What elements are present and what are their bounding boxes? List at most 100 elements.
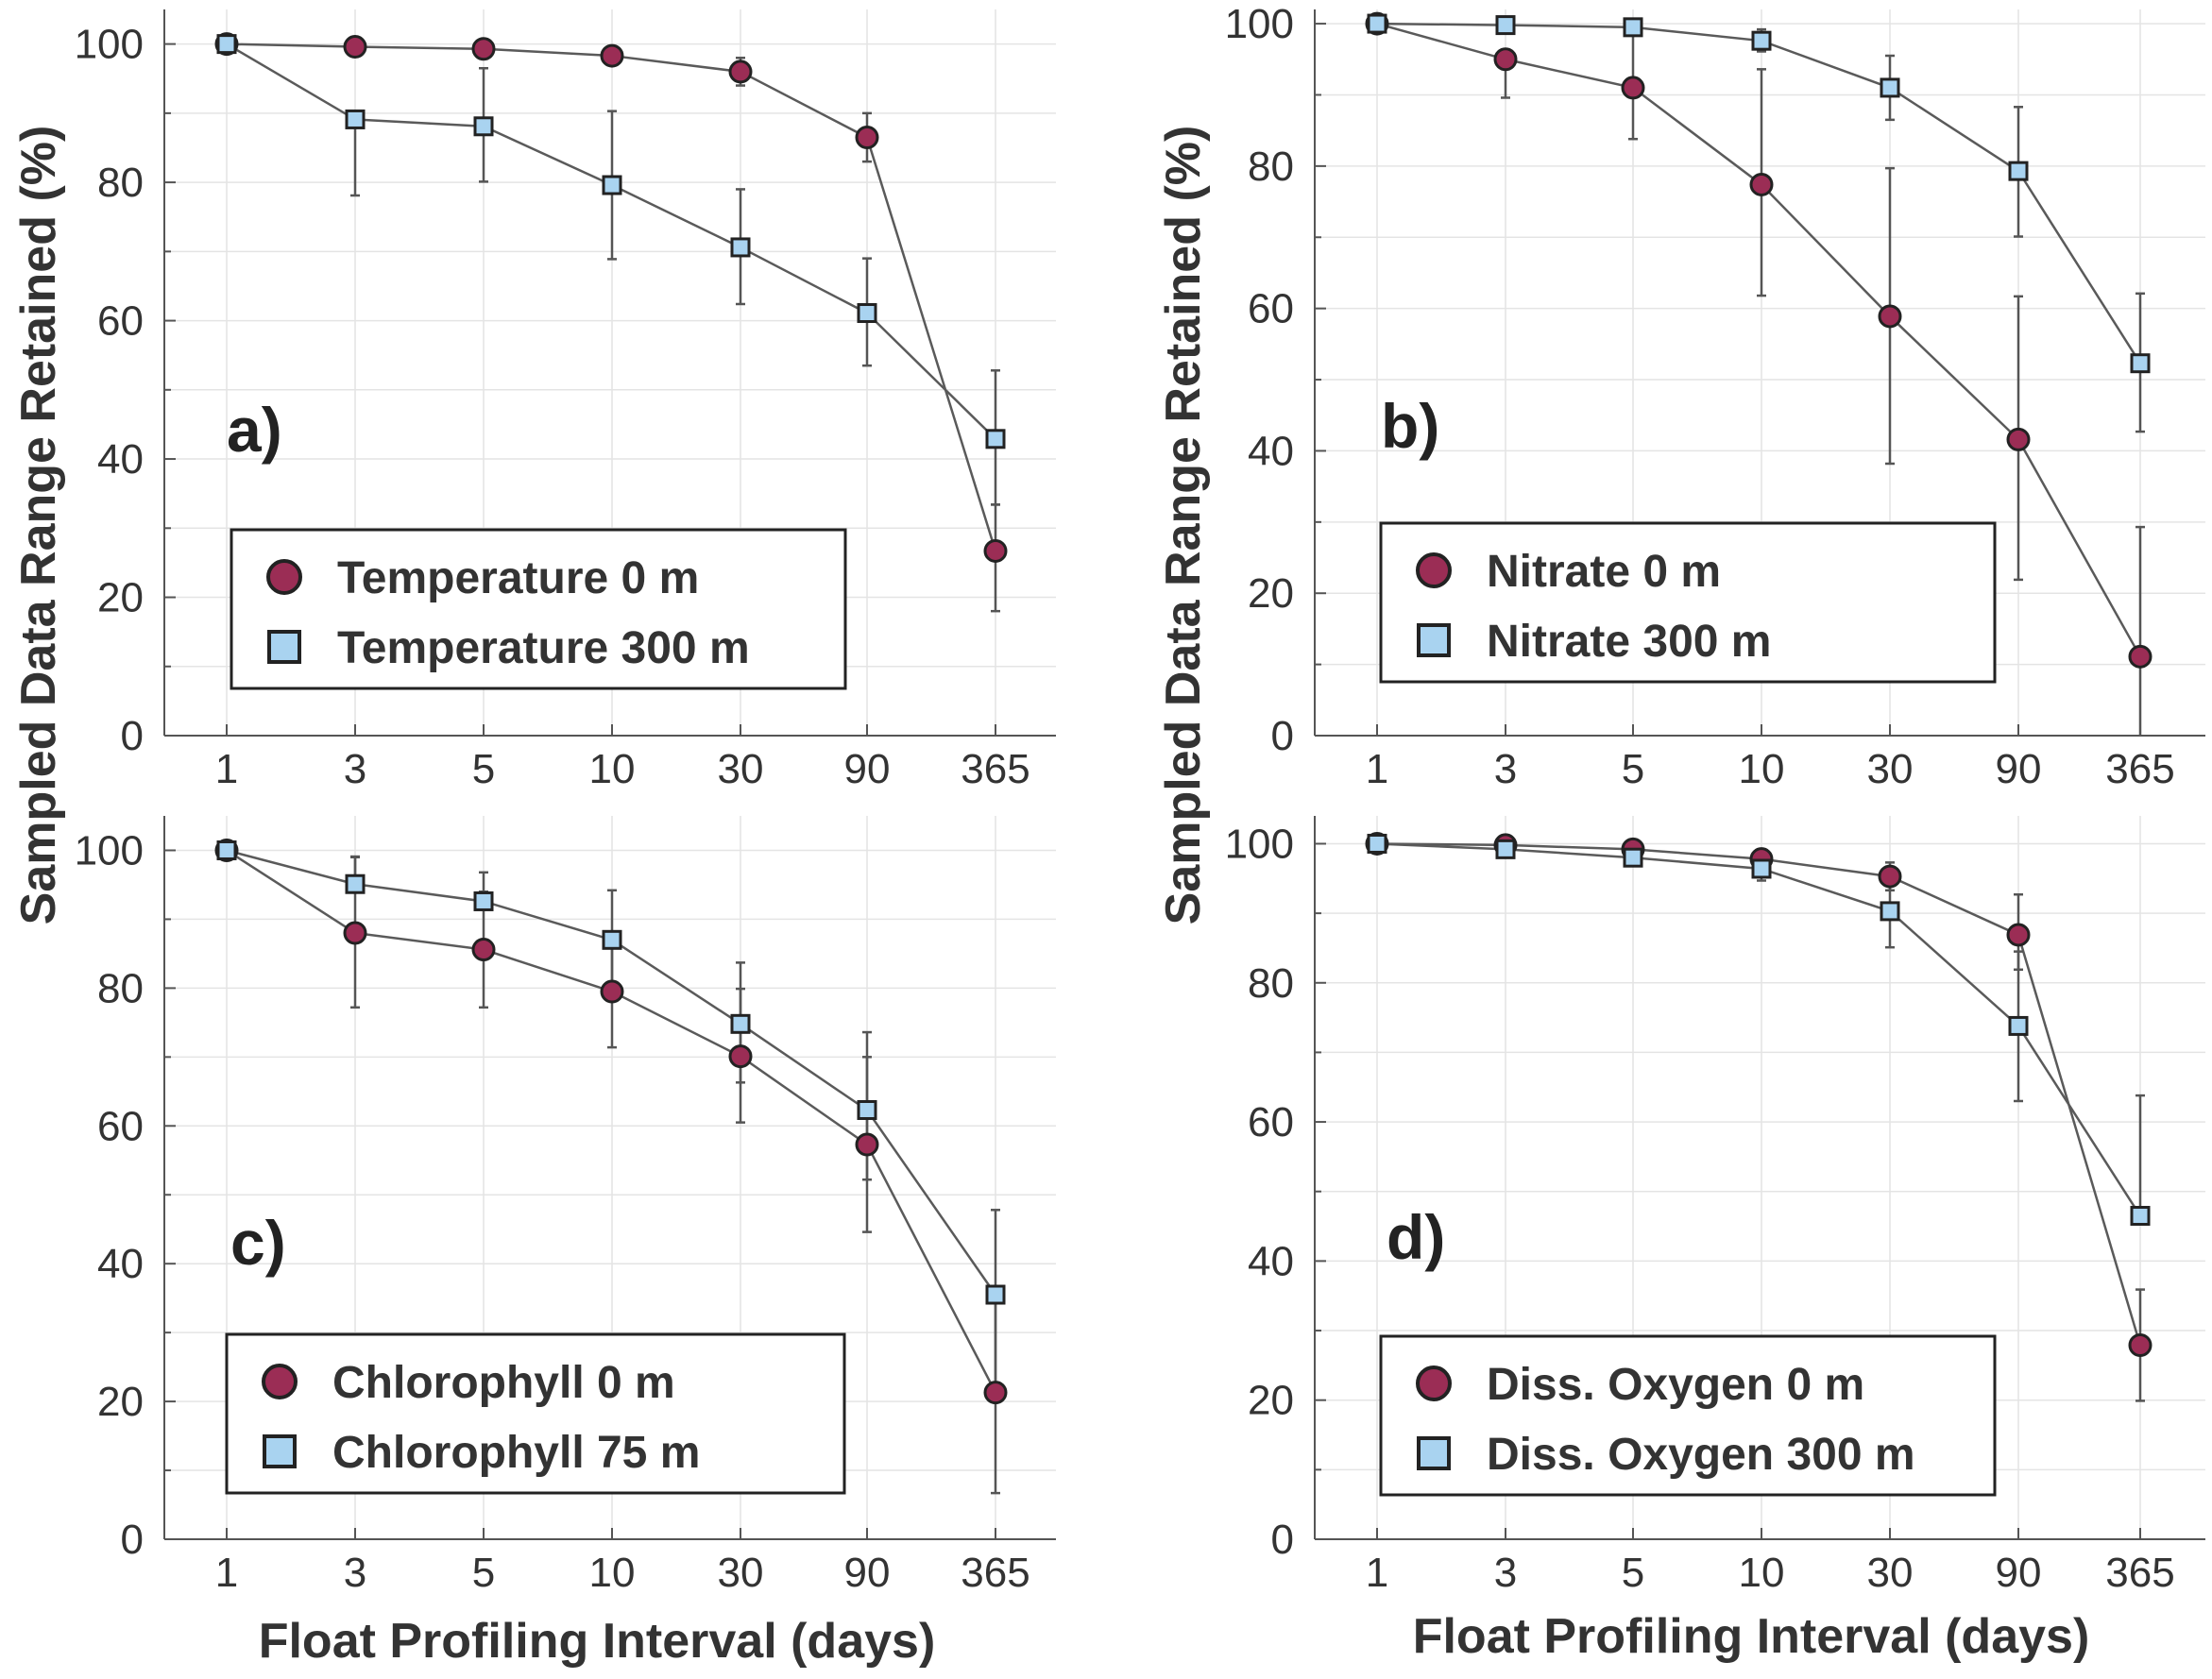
- data-point-square: [2008, 161, 2029, 181]
- data-point-square: [1880, 77, 1900, 98]
- x-tick-label: 3: [1494, 1550, 1517, 1596]
- data-point-square: [857, 1100, 877, 1121]
- data-point-circle: [471, 938, 496, 962]
- legend-label: Nitrate 0 m: [1487, 547, 1721, 597]
- x-tick-label: 1: [1366, 1550, 1388, 1596]
- data-point-square: [1367, 833, 1387, 854]
- y-tick-label: 0: [1271, 1517, 1294, 1563]
- data-point-square: [1495, 15, 1516, 36]
- x-tick-label: 90: [1996, 1550, 2042, 1596]
- x-tick-label: 365: [2105, 1550, 2174, 1596]
- data-point-circle: [600, 43, 624, 68]
- legend-marker-square: [263, 1434, 297, 1468]
- legend-box: [1379, 1334, 1997, 1497]
- y-tick-label: 20: [97, 575, 144, 621]
- y-tick-label: 20: [97, 1379, 144, 1425]
- x-tick-label: 365: [961, 746, 1029, 792]
- y-tick-label: 80: [1248, 144, 1294, 190]
- data-point-square: [602, 175, 622, 195]
- x-tick-label: 30: [1867, 1550, 1914, 1596]
- data-point-circle: [728, 59, 753, 84]
- legend-marker-circle: [1416, 552, 1452, 588]
- data-point-square: [345, 873, 366, 894]
- data-point-square: [730, 237, 751, 258]
- y-tick-label: 80: [1248, 960, 1294, 1007]
- data-point-square: [985, 429, 1006, 449]
- legend-label: Nitrate 300 m: [1487, 617, 1771, 667]
- x-tick-label: 365: [2105, 746, 2174, 792]
- x-tick-label: 30: [718, 1550, 764, 1596]
- x-axis-label-left: Float Profiling Interval (days): [259, 1614, 936, 1669]
- chart-panel-3: 0 20 40 60 80 100 1 3 5 10 30 90 365 c) Chlorophyll 0 …: [75, 816, 1056, 1596]
- x-tick-label: 90: [844, 746, 891, 792]
- legend-box: [230, 528, 847, 690]
- y-tick-label: 40: [1248, 1238, 1294, 1284]
- legend-marker-circle: [1416, 1365, 1452, 1401]
- x-tick-label: 3: [344, 1550, 366, 1596]
- panel-label: d): [1387, 1202, 1445, 1272]
- data-point-square: [1623, 17, 1643, 38]
- data-point-square: [345, 109, 366, 129]
- x-tick-label: 5: [1622, 1550, 1644, 1596]
- y-tick-label: 0: [1271, 713, 1294, 759]
- data-point-circle: [1749, 172, 1774, 196]
- chart-panel-2: 0 20 40 60 80 100 1 3 5 10 30 90 365 b) Nitrate 0 m Nit…: [1225, 1, 2205, 792]
- y-tick-label: 60: [97, 298, 144, 345]
- data-point-square: [1751, 30, 1772, 51]
- panel-label: b): [1381, 391, 1439, 461]
- legend-label: Temperature 0 m: [337, 553, 699, 603]
- x-tick-label: 90: [1996, 746, 2042, 792]
- data-point-circle: [855, 125, 879, 149]
- legend-label: Chlorophyll 0 m: [332, 1358, 675, 1408]
- y-tick-label: 80: [97, 965, 144, 1011]
- x-tick-label: 30: [718, 746, 764, 792]
- legend-marker-circle: [262, 1364, 298, 1399]
- data-point-square: [857, 303, 877, 324]
- data-point-square: [730, 1013, 751, 1034]
- legend-label: Temperature 300 m: [337, 623, 750, 673]
- legend-label: Diss. Oxygen 300 m: [1487, 1430, 1915, 1480]
- legend-box: [225, 1332, 846, 1495]
- y-axis-label-left: Sampled Data Range Retained (%): [11, 126, 66, 925]
- data-point-circle: [471, 37, 496, 61]
- data-point-circle: [600, 979, 624, 1004]
- data-point-square: [2008, 1015, 2029, 1036]
- y-tick-label: 0: [121, 1517, 144, 1563]
- data-point-circle: [2006, 923, 2031, 947]
- legend-label: Diss. Oxygen 0 m: [1487, 1360, 1864, 1410]
- chart-panel-1: 0 20 40 60 80 100 1 3 5 10 30 90 365 a) Temperature 0 …: [75, 9, 1056, 792]
- panel-label: c): [230, 1208, 286, 1278]
- y-tick-label: 100: [75, 22, 144, 68]
- y-tick-label: 20: [1248, 1378, 1294, 1424]
- data-point-circle: [2006, 427, 2031, 451]
- x-tick-label: 3: [1494, 746, 1517, 792]
- y-tick-label: 0: [121, 713, 144, 759]
- x-tick-label: 10: [1739, 1550, 1785, 1596]
- data-point-square: [216, 34, 237, 55]
- x-tick-label: 5: [472, 1550, 495, 1596]
- data-point-circle: [983, 1381, 1008, 1405]
- data-point-square: [473, 116, 494, 137]
- data-point-circle: [1621, 76, 1645, 100]
- data-point-square: [1751, 858, 1772, 879]
- data-point-circle: [1493, 47, 1518, 72]
- y-tick-label: 60: [97, 1103, 144, 1149]
- x-tick-label: 3: [344, 746, 366, 792]
- y-tick-label: 100: [75, 827, 144, 873]
- legend-marker-circle: [266, 559, 302, 595]
- x-tick-label: 1: [215, 746, 238, 792]
- data-point-square: [1495, 839, 1516, 859]
- data-point-square: [2130, 1206, 2151, 1227]
- legend-box: [1379, 521, 1997, 684]
- panel-label: a): [227, 395, 282, 465]
- legend-marker-square: [1417, 623, 1451, 657]
- x-tick-label: 1: [215, 1550, 238, 1596]
- data-point-circle: [343, 921, 367, 945]
- x-tick-label: 1: [1366, 746, 1388, 792]
- data-point-square: [473, 890, 494, 911]
- y-tick-label: 40: [97, 1241, 144, 1287]
- data-point-circle: [343, 35, 367, 59]
- data-point-circle: [855, 1132, 879, 1157]
- data-point-square: [216, 840, 237, 860]
